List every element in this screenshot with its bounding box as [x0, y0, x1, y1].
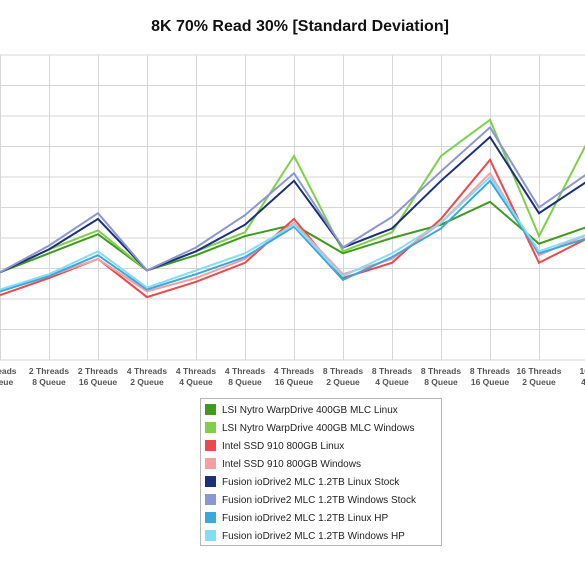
legend-item: Intel SSD 910 800GB Windows	[205, 456, 441, 474]
legend-swatch	[205, 458, 216, 469]
legend-label: Intel SSD 910 800GB Windows	[222, 459, 361, 470]
legend-swatch	[205, 494, 216, 505]
x-tick-label: 16 Queue	[471, 377, 510, 387]
x-tick-label: 4 Threads	[127, 366, 167, 376]
x-tick-label: 8 Threads	[421, 366, 461, 376]
x-tick-label: 2 Queue	[522, 377, 556, 387]
x-tick-label: 8 Queue	[424, 377, 458, 387]
chart-title: 8K 70% Read 30% [Standard Deviation]	[151, 18, 449, 35]
x-tick-label: 2 Queue	[326, 377, 360, 387]
legend-item: Fusion ioDrive2 MLC 1.2TB Windows Stock	[205, 492, 441, 510]
x-tick-label: 4 Threads	[274, 366, 314, 376]
x-tick-label: 16 T	[579, 366, 585, 376]
legend: LSI Nytro WarpDrive 400GB MLC Linux LSI N…	[200, 398, 442, 546]
series-line-8	[0, 175, 585, 291]
legend-label: Fusion ioDrive2 MLC 1.2TB Windows HP	[222, 531, 405, 542]
x-tick-label: 2 Queue	[130, 377, 164, 387]
legend-swatch	[205, 530, 216, 541]
series-line-6	[0, 125, 585, 274]
x-tick-label: 4 Queue	[179, 377, 213, 387]
x-tick-label: 4 Q	[581, 377, 585, 387]
x-tick-label: 2 Threads	[29, 366, 69, 376]
x-tick-label: 2 Threads	[78, 366, 118, 376]
legend-swatch	[205, 476, 216, 487]
x-tick-label: 4 Threads	[176, 366, 216, 376]
legend-label: LSI Nytro WarpDrive 400GB MLC Windows	[222, 423, 415, 434]
x-tick-label: 16 Queue	[79, 377, 118, 387]
legend-label: Fusion ioDrive2 MLC 1.2TB Linux Stock	[222, 477, 400, 488]
x-tick-label: 4 Threads	[225, 366, 265, 376]
legend-item: LSI Nytro WarpDrive 400GB MLC Windows	[205, 420, 441, 438]
x-tick-label: 8 Threads	[470, 366, 510, 376]
x-tick-label: 8 Queue	[32, 377, 66, 387]
x-tick-label: 16 Threads	[517, 366, 562, 376]
legend-label: Fusion ioDrive2 MLC 1.2TB Windows Stock	[222, 495, 416, 506]
grid-lines	[0, 54, 585, 361]
x-tick-label: 8 Threads	[372, 366, 412, 376]
x-tick-label: 16 Queue	[275, 377, 314, 387]
legend-label: Intel SSD 910 800GB Linux	[222, 441, 345, 452]
legend-swatch	[205, 512, 216, 523]
legend-swatch	[205, 440, 216, 451]
x-tick-label: Threads	[0, 366, 17, 376]
legend-item: Fusion ioDrive2 MLC 1.2TB Windows HP	[205, 528, 441, 546]
series-line-7	[0, 179, 585, 293]
legend-label: LSI Nytro WarpDrive 400GB MLC Linux	[222, 405, 398, 416]
legend-item: Fusion ioDrive2 MLC 1.2TB Linux Stock	[205, 474, 441, 492]
x-tick-label: 4 Queue	[375, 377, 409, 387]
legend-item: Fusion ioDrive2 MLC 1.2TB Linux HP	[205, 510, 441, 528]
legend-item: Intel SSD 910 800GB Linux	[205, 438, 441, 456]
x-tick-label: 8 Queue	[228, 377, 262, 387]
legend-swatch	[205, 404, 216, 415]
legend-item: LSI Nytro WarpDrive 400GB MLC Linux	[205, 402, 441, 420]
legend-swatch	[205, 422, 216, 433]
legend-label: Fusion ioDrive2 MLC 1.2TB Linux HP	[222, 513, 389, 524]
series-line-4	[0, 171, 585, 293]
series-lines	[0, 118, 585, 299]
series-line-5	[0, 135, 585, 274]
series-line-2	[0, 118, 585, 274]
x-tick-label: 8 Threads	[323, 366, 363, 376]
x-tick-label: Queue	[0, 377, 13, 387]
